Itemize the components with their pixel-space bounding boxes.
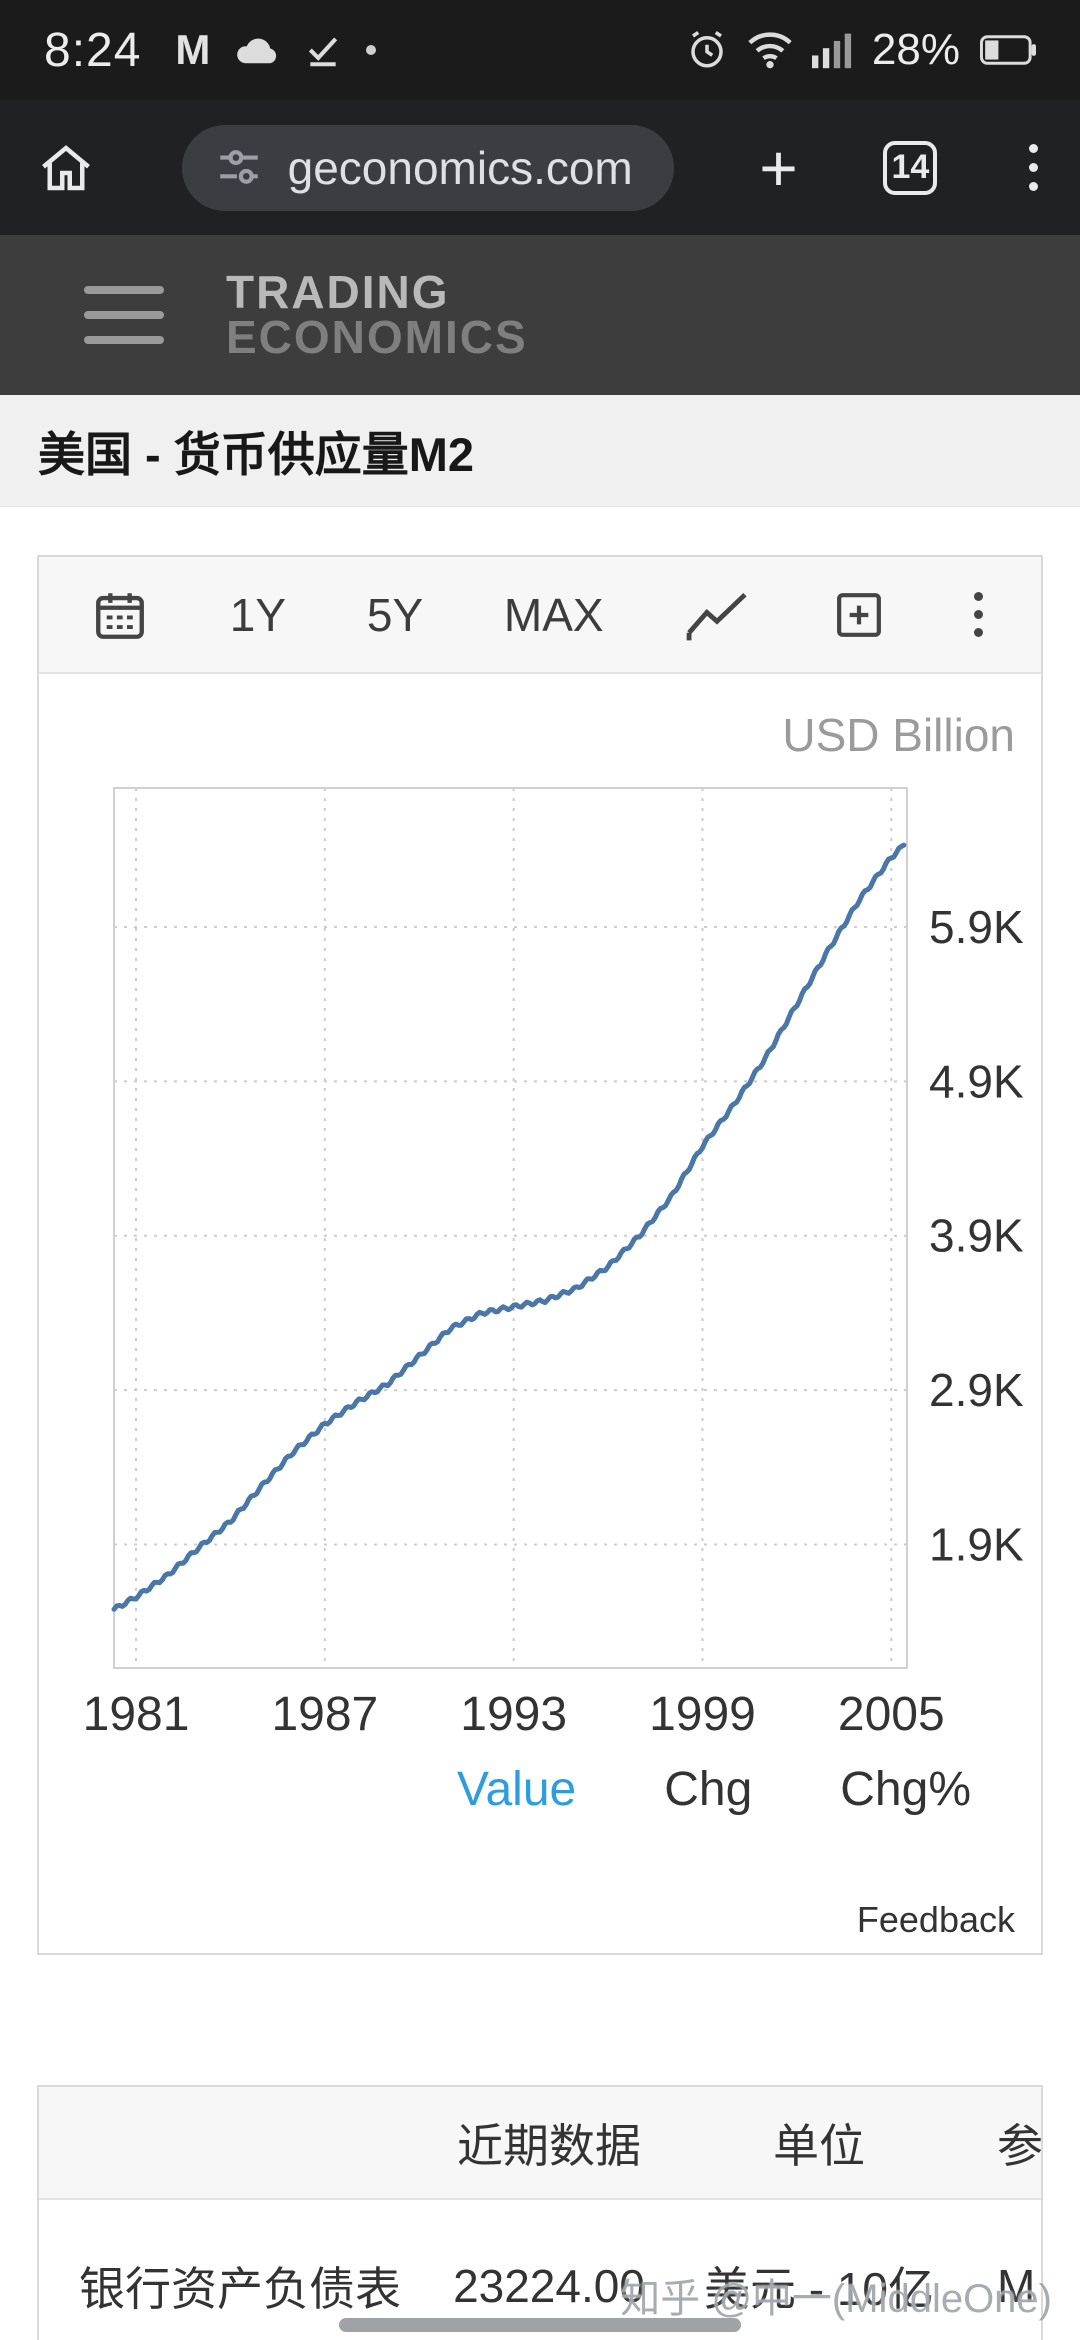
page-title-bar: 美国 - 货币供应量M2: [0, 395, 1080, 507]
chart-menu-button[interactable]: [968, 586, 989, 643]
cell-signal-icon: [811, 33, 852, 69]
header-unit: 单位: [773, 2119, 865, 2172]
row-indicator-link[interactable]: 银行资产负债表: [79, 2263, 401, 2315]
range-5y-button[interactable]: 5Y: [366, 588, 424, 641]
logo-line-1: TRADING: [226, 265, 450, 318]
header-latest: 近期数据: [457, 2119, 641, 2172]
summary-table: 近期数据 单位 参 银行资产负债表 23224.00 美元 - 10亿 M: [37, 2085, 1043, 2340]
svg-text:1.9K: 1.9K: [929, 1518, 1024, 1570]
browser-menu-button[interactable]: [1023, 138, 1044, 197]
calendar-button[interactable]: [91, 586, 149, 644]
site-settings-icon[interactable]: [214, 143, 264, 193]
chart-toolbar: 1Y 5Y MAX: [39, 557, 1041, 674]
row-value: 23224.00: [453, 2260, 645, 2312]
row-unit: 美元 - 10亿: [703, 2263, 935, 2315]
svg-text:1981: 1981: [83, 1688, 190, 1741]
svg-text:2.9K: 2.9K: [929, 1364, 1024, 1416]
chart-unit-label: USD Billion: [782, 709, 1015, 761]
svg-text:4.9K: 4.9K: [929, 1055, 1024, 1107]
header-reference: 参: [997, 2119, 1041, 2172]
tab-value[interactable]: Value: [457, 1763, 577, 1816]
url-text[interactable]: geconomics.com: [287, 141, 633, 194]
page-title: 美国 - 货币供应量M2: [38, 428, 475, 481]
browser-toolbar: geconomics.com + 14: [0, 100, 1080, 235]
svg-text:1999: 1999: [649, 1688, 756, 1741]
svg-text:2005: 2005: [838, 1688, 945, 1741]
site-logo[interactable]: TRADING ECONOMICS: [226, 265, 528, 363]
home-button[interactable]: [36, 138, 96, 198]
tab-switcher-button[interactable]: 14: [883, 140, 938, 195]
svg-text:5.9K: 5.9K: [929, 901, 1024, 953]
line-chart-type-button[interactable]: [684, 586, 750, 644]
summary-table-header: 近期数据 单位 参: [39, 2087, 1041, 2200]
notification-icons: M: [175, 26, 377, 74]
range-max-button[interactable]: MAX: [503, 588, 604, 641]
svg-text:3.9K: 3.9K: [929, 1210, 1024, 1262]
chart-mode-tabs: Value Chg Chg%: [457, 1762, 971, 1817]
battery-percent: 28%: [871, 25, 960, 74]
row-reference: M: [997, 2260, 1036, 2312]
gesture-handle[interactable]: [339, 2318, 741, 2332]
wifi-icon: [748, 32, 792, 69]
clock-time: 8:24: [44, 23, 142, 77]
hamburger-menu-button[interactable]: [84, 278, 164, 352]
site-header: TRADING ECONOMICS: [0, 235, 1080, 395]
tab-chg-percent[interactable]: Chg%: [840, 1763, 971, 1816]
download-done-icon: [309, 37, 338, 67]
cloud-icon: [237, 38, 277, 64]
zhihu-watermark: 知乎 @中一(MiddleOne): [620, 2277, 1052, 2321]
new-tab-button[interactable]: +: [759, 130, 798, 205]
m2-line-chart[interactable]: 1.9K 2.9K 3.9K 4.9K 5.9K 1981 1987 1993 1999 2005: [39, 770, 1041, 1780]
range-1y-button[interactable]: 1Y: [229, 588, 287, 641]
svg-text:1987: 1987: [271, 1688, 378, 1741]
logo-line-2: ECONOMICS: [226, 311, 528, 363]
battery-icon: [980, 35, 1036, 65]
system-status-icons: 28%: [686, 25, 1036, 75]
alarm-icon: [691, 31, 723, 68]
chart-card: 1Y 5Y MAX USD Billion 1.9K 2.9K 3.9K 4.9K 5.…: [37, 555, 1043, 1955]
gmail-icon: M: [175, 26, 211, 73]
notification-dot-icon: [366, 45, 377, 55]
compare-add-button[interactable]: [831, 587, 887, 643]
svg-text:1993: 1993: [460, 1688, 567, 1741]
table-row[interactable]: 银行资产负债表 23224.00 美元 - 10亿 M: [39, 2200, 1041, 2340]
chart-area[interactable]: USD Billion 1.9K 2.9K 3.9K 4.9K 5.9K 1981 1987…: [39, 674, 1041, 1953]
feedback-link[interactable]: Feedback: [856, 1899, 1015, 1940]
url-bar[interactable]: geconomics.com: [181, 124, 674, 211]
tab-chg[interactable]: Chg: [664, 1763, 753, 1816]
android-status-bar: 8:24 M 28%: [0, 0, 1080, 100]
